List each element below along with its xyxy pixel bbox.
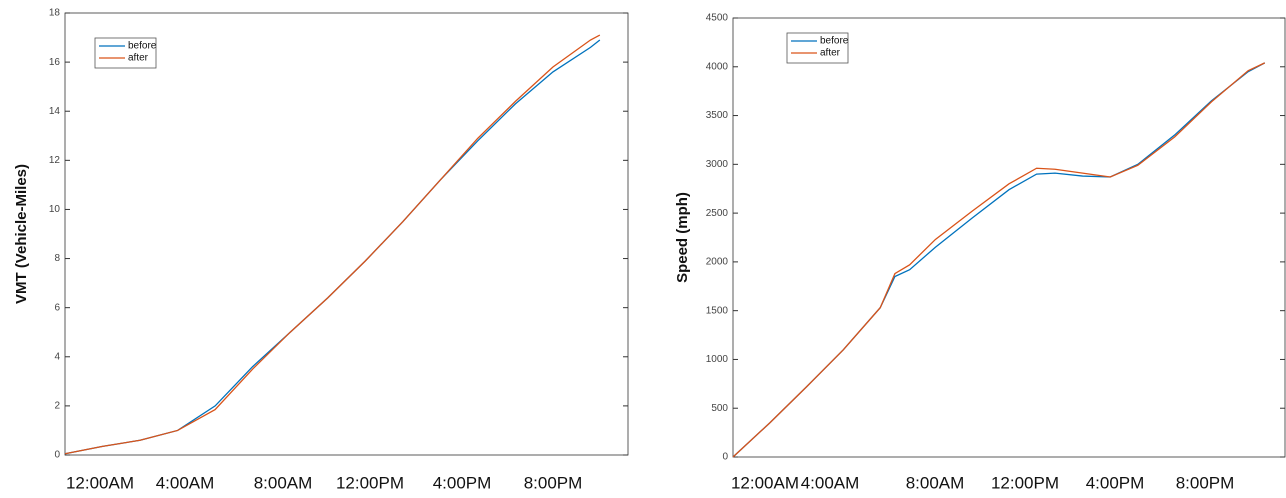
x-time-label: 4:00PM [433, 473, 492, 492]
legend-label: before [128, 41, 157, 52]
y-tick-label: 0 [54, 450, 60, 461]
x-time-label: 4:00AM [156, 473, 215, 492]
x-time-label: 12:00AM [66, 473, 134, 492]
y-tick-label: 1500 [706, 305, 729, 316]
y-tick-label: 12 [49, 155, 61, 166]
x-time-label: 8:00AM [906, 473, 965, 492]
y-tick-label: 2 [54, 401, 60, 412]
y-tick-label: 8 [54, 253, 60, 264]
x-time-label: 8:00AM [254, 473, 313, 492]
legend-label: after [128, 53, 149, 64]
legend-box [94, 37, 157, 69]
y-tick-label: 3500 [706, 110, 729, 121]
y-tick-label: 10 [49, 204, 61, 215]
y-tick-label: 14 [49, 106, 61, 117]
y-axis-label: VMT (Vehicle-Miles) [13, 164, 30, 304]
legend-label: before [820, 36, 849, 47]
y-tick-label: 18 [49, 8, 61, 19]
legend-box [786, 32, 849, 64]
y-axis-label: Speed (mph) [674, 192, 691, 283]
plot-area [64, 12, 629, 456]
y-tick-label: 4000 [706, 61, 729, 72]
x-time-label: 4:00AM [801, 473, 860, 492]
legend-label: after [820, 48, 841, 59]
y-tick-label: 500 [711, 403, 728, 414]
y-tick-label: 4500 [706, 13, 729, 24]
y-tick-label: 2500 [706, 208, 729, 219]
y-tick-label: 1000 [706, 354, 729, 365]
y-tick-label: 16 [49, 57, 61, 68]
y-tick-label: 0 [722, 452, 728, 463]
x-time-label: 8:00PM [1176, 473, 1235, 492]
plot-area [732, 17, 1286, 458]
y-tick-label: 3000 [706, 159, 729, 170]
x-time-label: 12:00PM [336, 473, 404, 492]
x-time-label: 4:00PM [1086, 473, 1145, 492]
y-tick-label: 4 [54, 351, 60, 362]
x-time-label: 8:00PM [524, 473, 583, 492]
series-line [64, 34, 601, 455]
x-time-label: 12:00AM [731, 473, 799, 492]
series-line [732, 62, 1266, 458]
y-tick-label: 6 [54, 302, 60, 313]
y-tick-label: 2000 [706, 257, 729, 268]
x-time-label: 12:00PM [991, 473, 1059, 492]
